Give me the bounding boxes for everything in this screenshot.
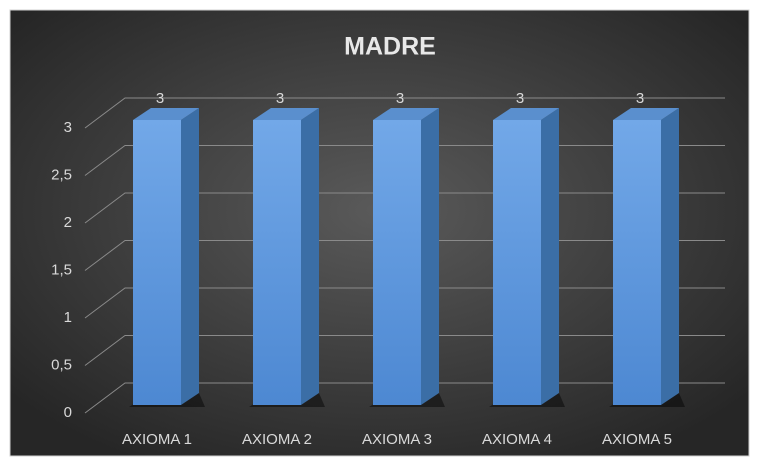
- y-tick-label: 2,5: [51, 166, 72, 183]
- data-label: 3: [276, 90, 284, 107]
- bar-side: [541, 108, 559, 405]
- x-tick-label: AXIOMA 1: [122, 431, 192, 448]
- bar-front: [253, 120, 301, 405]
- bar: [249, 108, 325, 407]
- y-tick-label: 3: [64, 119, 72, 136]
- bar: [129, 108, 205, 407]
- y-tick-label: 2: [64, 214, 72, 231]
- y-tick-label: 0: [64, 404, 72, 421]
- bar-front: [373, 120, 421, 405]
- bar-front: [613, 120, 661, 405]
- bar: [369, 108, 445, 407]
- bar-top: [373, 108, 439, 120]
- bar-front: [493, 120, 541, 405]
- data-label: 3: [156, 90, 164, 107]
- bar-side: [421, 108, 439, 405]
- x-tick-label: AXIOMA 2: [242, 431, 312, 448]
- data-label: 3: [516, 90, 524, 107]
- y-tick-label: 1: [64, 309, 72, 326]
- data-label: 3: [636, 90, 644, 107]
- bar: [609, 108, 685, 407]
- bar-top: [253, 108, 319, 120]
- bar-top: [613, 108, 679, 120]
- data-label: 3: [396, 90, 404, 107]
- bar-side: [661, 108, 679, 405]
- chart-title: MADRE: [344, 33, 436, 61]
- bar-side: [181, 108, 199, 405]
- grid-line: [84, 97, 725, 129]
- y-tick-label: 1,5: [51, 261, 72, 278]
- y-tick-label: 0,5: [51, 356, 72, 373]
- x-tick-label: AXIOMA 4: [482, 431, 552, 448]
- bar-front: [133, 120, 181, 405]
- bar-side: [301, 108, 319, 405]
- bar-top: [133, 108, 199, 120]
- bar: [489, 108, 565, 407]
- x-tick-label: AXIOMA 3: [362, 431, 432, 448]
- x-tick-label: AXIOMA 5: [602, 431, 672, 448]
- bar-top: [493, 108, 559, 120]
